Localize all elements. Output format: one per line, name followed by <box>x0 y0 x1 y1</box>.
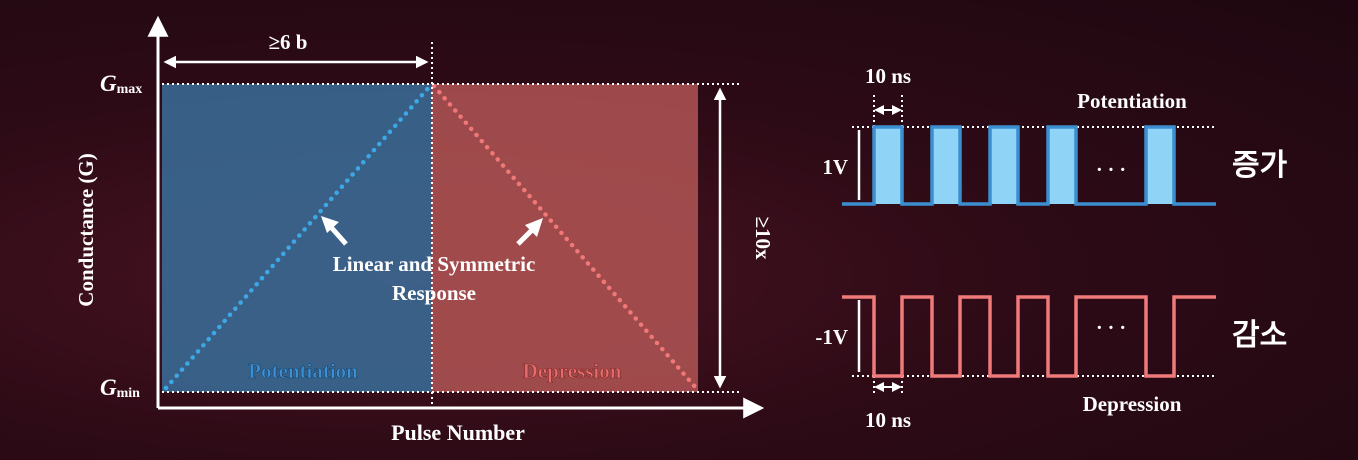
top-pulse-width-label: 10 ns <box>865 64 911 88</box>
annotation-line-2: Response <box>392 281 476 305</box>
bottom-ellipsis: · · · <box>1096 317 1126 339</box>
gmax-label: Gmax <box>100 71 142 97</box>
bottom-voltage-label: -1V <box>815 325 848 349</box>
gmin-label: Gmin <box>100 375 140 401</box>
pulse-scheme-diagram: 10 ns Potentiation 1V · · · 증가 -1V · · ·… <box>815 64 1287 432</box>
negative-pulse-train <box>842 295 1216 378</box>
annotation-line-1: Linear and Symmetric <box>333 252 536 276</box>
potentiation-region-label: Potentiation <box>248 359 358 383</box>
top-korean-label: 증가 <box>1232 148 1288 183</box>
annotation-arrow-right <box>516 218 543 246</box>
ratio-label: ≥10x <box>751 216 775 260</box>
top-title: Potentiation <box>1077 89 1187 113</box>
annotation-arrow-left <box>321 216 348 246</box>
top-voltage-label: 1V <box>822 155 848 179</box>
bottom-pulse-width-label: 10 ns <box>865 408 911 432</box>
depression-region-label: Depression <box>523 359 622 383</box>
x-axis-label: Pulse Number <box>391 420 525 445</box>
conductance-diagram: Conductance (G) Pulse Number Gmax Gmin ≥… <box>74 15 775 445</box>
positive-pulse-train <box>842 125 1216 206</box>
bottom-title: Depression <box>1083 392 1182 416</box>
bottom-korean-label: 감소 <box>1232 318 1287 353</box>
top-ellipsis: · · · <box>1096 159 1126 181</box>
depression-curve <box>431 83 699 391</box>
bits-label: ≥6 b <box>269 30 308 54</box>
y-axis-label: Conductance (G) <box>74 153 98 306</box>
potentiation-curve <box>163 83 433 391</box>
